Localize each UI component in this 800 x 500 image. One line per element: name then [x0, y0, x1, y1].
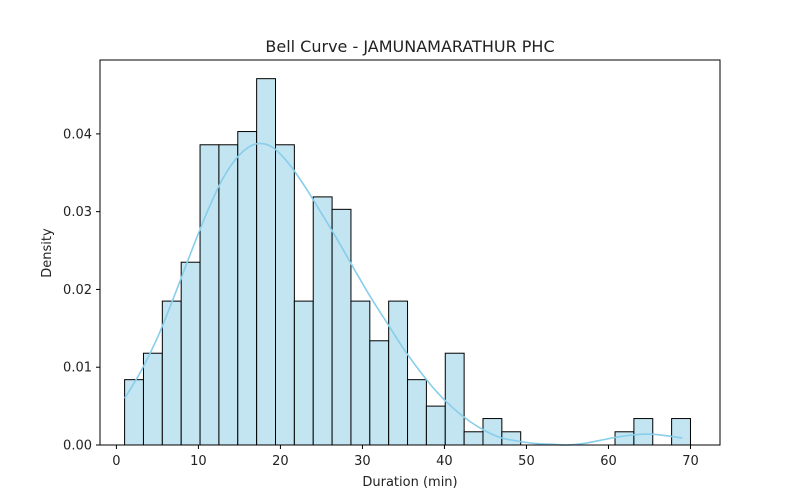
histogram-bar: [161, 300, 182, 446]
y-tick-label: 0.02: [63, 283, 92, 298]
x-tick-label: 60: [600, 454, 617, 469]
y-tick-label: 0.00: [63, 439, 92, 454]
y-axis-label: Density: [40, 228, 55, 278]
plot-area-frame: [99, 59, 721, 446]
kde-curve: [123, 142, 683, 446]
histogram-bar: [388, 300, 409, 446]
histogram-bar: [671, 418, 691, 446]
y-tick-label: 0.01: [63, 361, 92, 376]
x-tick-label: 50: [518, 454, 535, 469]
histogram-bar: [237, 131, 258, 446]
x-tick-label: 70: [682, 454, 699, 469]
histogram-bar: [633, 418, 654, 446]
histogram-bar: [425, 405, 446, 446]
x-tick-label: 10: [190, 454, 207, 469]
histogram-bar: [312, 196, 333, 446]
histogram-bar: [180, 261, 201, 446]
y-tick-label: 0.03: [63, 205, 92, 220]
histogram-bar: [142, 352, 163, 446]
histogram-bar: [614, 431, 635, 446]
x-tick-label: 20: [272, 454, 289, 469]
y-tick-label: 0.04: [63, 127, 92, 142]
y-axis: 0.00 0.01 0.02 0.03 0.04: [63, 127, 100, 454]
x-axis-label: Duration (min): [362, 475, 457, 490]
histogram-bar: [407, 379, 427, 446]
x-tick-label: 30: [354, 454, 371, 469]
histogram-bar: [331, 208, 352, 446]
x-tick-label: 40: [436, 454, 453, 469]
histogram-bar: [350, 300, 371, 446]
histogram-bar: [444, 352, 465, 446]
histogram-bar: [256, 78, 277, 446]
histogram-bar: [369, 340, 390, 446]
histogram-bar: [124, 379, 144, 446]
x-tick-label: 0: [112, 454, 120, 469]
histogram-bar: [293, 300, 314, 446]
histogram-bar: [275, 144, 295, 446]
histogram-bar: [199, 144, 220, 446]
chart-title: Bell Curve - JAMUNAMARATHUR PHC: [265, 37, 554, 56]
histogram-bar: [463, 431, 484, 446]
histogram-bar: [218, 144, 239, 446]
x-axis: 0 10 20 30 40 50 60 70: [112, 445, 699, 469]
bars-layer: [124, 78, 691, 446]
